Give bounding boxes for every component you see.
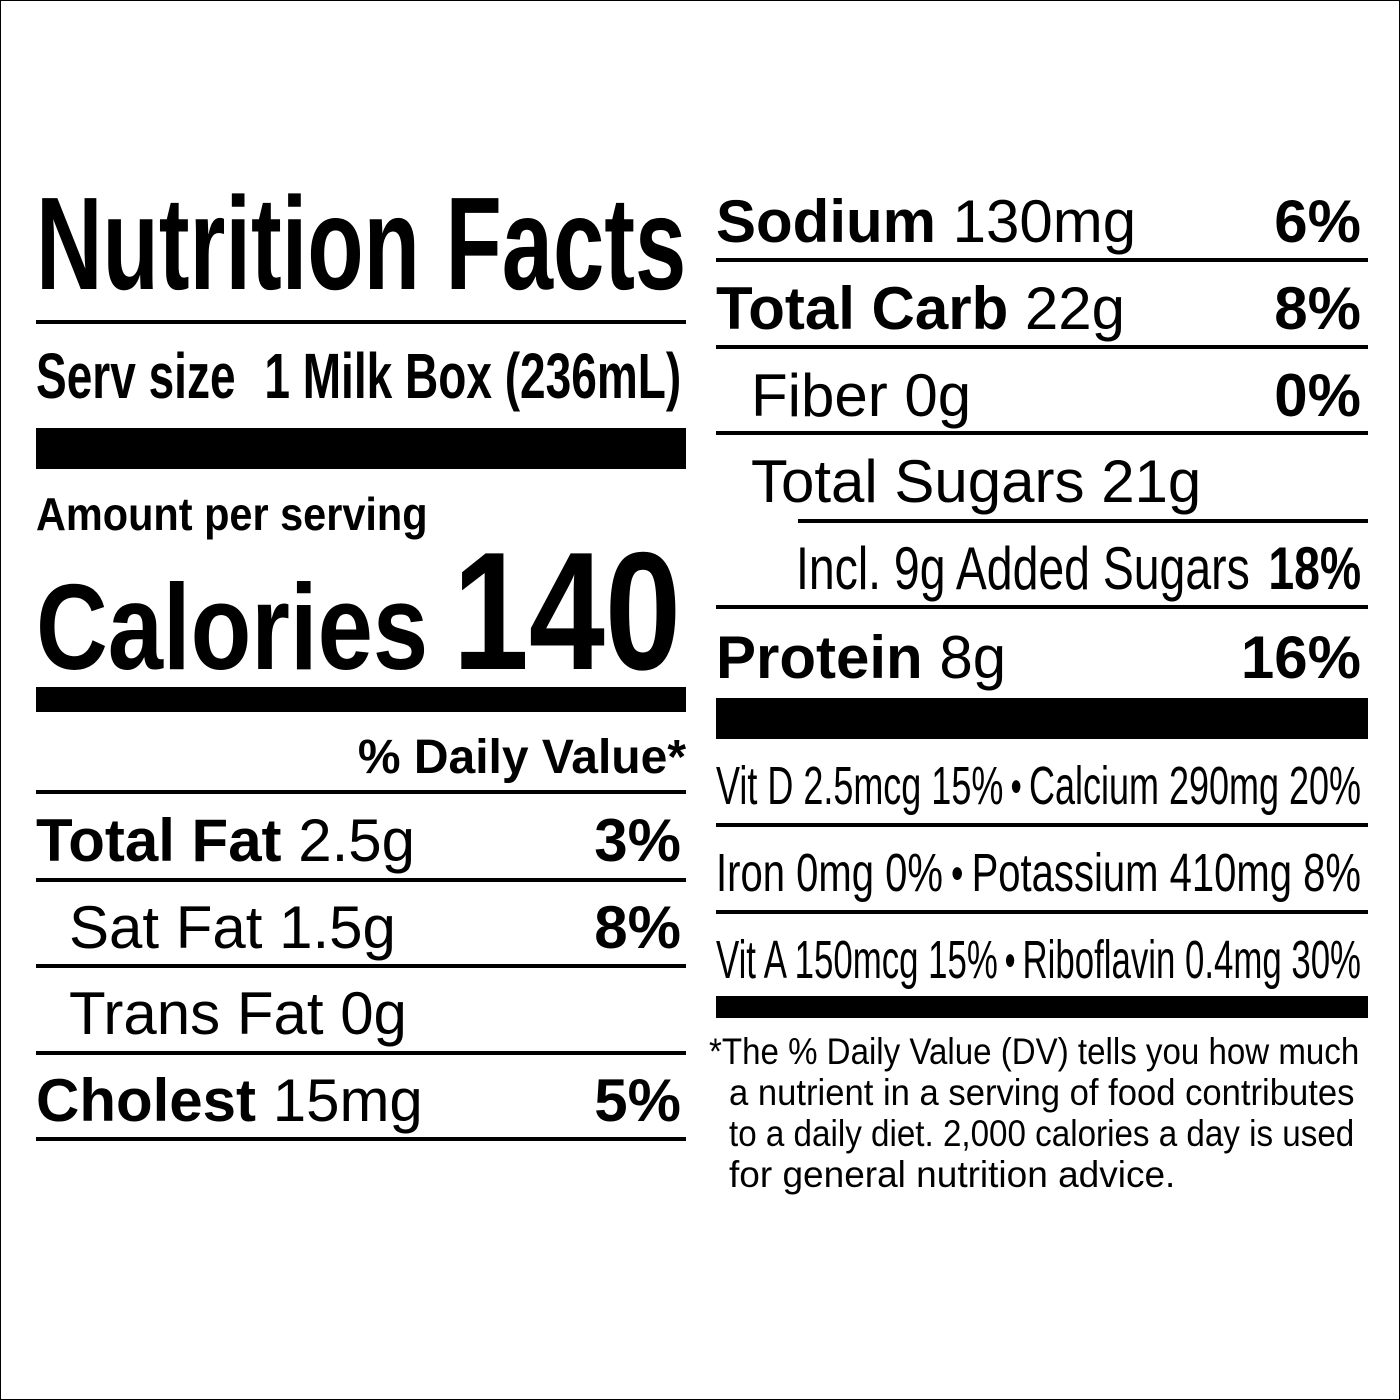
- serving-size-value: 1 Milk Box (236mL): [264, 340, 682, 412]
- amount-per-serving-line: Amount per serving: [36, 489, 428, 539]
- calories-label: Calories: [36, 559, 429, 695]
- nutrient-row-total-carb: Total Carb 22g 8%: [716, 271, 1361, 341]
- nutrient-row-cholesterol: Cholest 15mg 5%: [36, 1063, 681, 1133]
- footnote: *The % Daily Value (DV) tells you how mu…: [709, 1031, 1369, 1195]
- nutrient-name: Sodium 130mg: [716, 190, 1136, 254]
- nutrient-amount: 0g: [904, 362, 972, 429]
- thick-divider: [716, 996, 1368, 1018]
- daily-value-header: % Daily Value*: [357, 731, 686, 784]
- amount-per-serving: Amount per serving: [36, 488, 428, 540]
- nutrient-label: Total Fat: [36, 807, 282, 874]
- nutrient-name: Fiber 0g: [751, 364, 971, 428]
- daily-value-header-line: % Daily Value*: [356, 731, 686, 785]
- nutrient-label: Sat Fat: [69, 894, 263, 961]
- nutrient-dv: 5%: [594, 1067, 681, 1134]
- nutrient-label: Incl. 9g Added Sugars: [796, 535, 1250, 602]
- nutrient-row-trans-fat: Trans Fat 0g: [69, 976, 681, 1046]
- nutrient-row-total-fat: Total Fat 2.5g 3%: [36, 803, 681, 873]
- nutrient-name: Total Fat 2.5g: [36, 809, 415, 873]
- nutrient-label: Total Sugars: [751, 448, 1085, 515]
- vitamin-right: Riboflavin 0.4mg 30%: [1022, 930, 1361, 990]
- nutrient-dv: 16%: [1240, 624, 1361, 691]
- nutrient-row-sodium: Sodium 130mg 6%: [716, 184, 1361, 254]
- divider: [36, 790, 686, 794]
- thick-divider: [36, 687, 686, 712]
- divider: [798, 519, 1368, 523]
- vitamin-right: Potassium 410mg 8%: [971, 843, 1361, 903]
- nutrient-dv: 0%: [1274, 362, 1361, 429]
- vitamin-row: Iron 0mg 0% ● Potassium 410mg 8%: [716, 844, 1361, 902]
- bullet-icon: ●: [1010, 769, 1023, 802]
- bullet-icon: ●: [1004, 943, 1016, 976]
- bullet-icon: ●: [950, 856, 964, 889]
- nutrient-row-protein: Protein 8g 16%: [716, 620, 1361, 690]
- divider: [36, 964, 686, 968]
- divider: [36, 320, 686, 324]
- label-title: Nutrition Facts: [36, 170, 687, 317]
- nutrient-amount: 22g: [1024, 275, 1126, 342]
- divider: [716, 605, 1368, 609]
- footnote-line: for general nutrition advice.: [729, 1154, 1176, 1195]
- serving-size-row: Serv size 1 Milk Box (236mL): [36, 341, 681, 411]
- nutrient-amount: 2.5g: [298, 807, 415, 874]
- calories-value: 140: [452, 517, 681, 705]
- nutrient-amount: 0g: [340, 980, 407, 1047]
- nutrient-name: Trans Fat 0g: [69, 982, 407, 1046]
- nutrient-amount: 21g: [1101, 448, 1202, 515]
- divider: [36, 878, 686, 882]
- nutrient-label: Cholest: [36, 1067, 257, 1134]
- divider: [716, 258, 1368, 262]
- footnote-line: *The % Daily Value (DV) tells you how mu…: [709, 1031, 1360, 1072]
- vitamin-left: Iron 0mg 0%: [716, 843, 943, 903]
- nutrient-dv: 6%: [1274, 188, 1361, 255]
- divider: [36, 1137, 686, 1141]
- nutrient-row-sat-fat: Sat Fat 1.5g 8%: [69, 890, 681, 960]
- nutrient-row-total-sugars: Total Sugars 21g: [751, 444, 1361, 514]
- nutrient-name: Total Sugars 21g: [751, 450, 1201, 514]
- nutrient-name: Incl. 9g Added Sugars: [796, 537, 1250, 601]
- vitamin-left: Vit D 2.5mcg 15%: [716, 756, 1004, 816]
- thick-divider: [36, 428, 686, 469]
- footnote-line: a nutrient in a serving of food contribu…: [729, 1072, 1355, 1113]
- nutrient-name: Total Carb 22g: [716, 277, 1125, 341]
- thick-divider: [716, 698, 1368, 739]
- nutrient-dv: 8%: [1274, 275, 1361, 342]
- nutrient-dv: 8%: [594, 894, 681, 961]
- nutrient-amount: 1.5g: [279, 894, 396, 961]
- nutrient-name: Sat Fat 1.5g: [69, 896, 396, 960]
- vitamin-left: Vit A 150mcg 15%: [716, 930, 998, 990]
- nutrient-label: Fiber: [751, 362, 888, 429]
- serving-size-label: Serv size: [36, 340, 236, 412]
- nutrient-amount: 130mg: [952, 188, 1137, 255]
- nutrient-name: Protein 8g: [716, 626, 1006, 690]
- divider: [716, 823, 1368, 827]
- vitamin-row: Vit A 150mcg 15% ● Riboflavin 0.4mg 30%: [716, 931, 1361, 989]
- divider: [716, 345, 1368, 349]
- vitamin-row: Vit D 2.5mcg 15% ● Calcium 290mg 20%: [716, 757, 1361, 815]
- nutrient-label: Sodium: [716, 188, 936, 255]
- nutrient-row-fiber: Fiber 0g 0%: [751, 358, 1361, 428]
- nutrient-label: Total Carb: [716, 275, 1009, 342]
- nutrient-amount: 8g: [939, 624, 1007, 691]
- nutrient-label: Trans Fat: [69, 980, 324, 1047]
- nutrient-amount: 15mg: [272, 1067, 423, 1134]
- divider: [716, 431, 1368, 435]
- divider: [36, 1051, 686, 1055]
- label-title-line: Nutrition Facts: [36, 170, 687, 317]
- divider: [716, 910, 1368, 914]
- nutrient-row-added-sugars: Incl. 9g Added Sugars 18%: [796, 531, 1361, 601]
- vitamin-right: Calcium 290mg 20%: [1029, 756, 1361, 816]
- nutrient-dv: 3%: [594, 807, 681, 874]
- calories-row: Calories 140: [36, 517, 681, 705]
- nutrient-dv: 18%: [1268, 535, 1362, 602]
- nutrient-label: Protein: [716, 624, 923, 691]
- footnote-line: to a daily diet. 2,000 calories a day is…: [729, 1113, 1355, 1154]
- nutrient-name: Cholest 15mg: [36, 1069, 423, 1133]
